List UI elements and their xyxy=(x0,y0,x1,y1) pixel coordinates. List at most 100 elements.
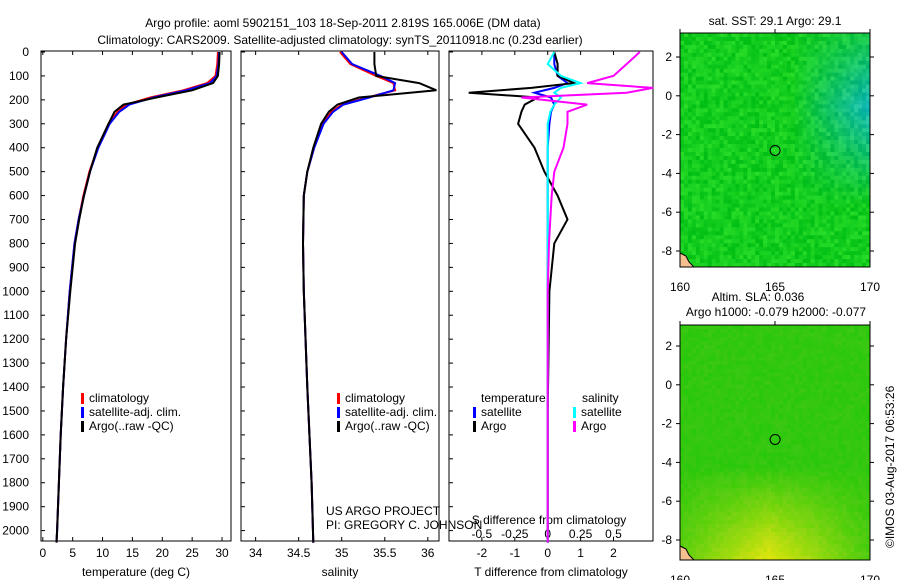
map-cell xyxy=(751,255,756,260)
map-cell xyxy=(862,448,867,453)
map-cell xyxy=(778,408,784,414)
map-cell xyxy=(854,360,859,366)
map-cell xyxy=(707,452,713,457)
map-cell xyxy=(763,444,768,449)
map-cell xyxy=(683,96,689,101)
map-cell xyxy=(739,151,744,157)
map-cell xyxy=(834,251,839,256)
map-cell xyxy=(703,404,709,410)
map-cell xyxy=(838,72,843,78)
map-cell xyxy=(767,468,772,473)
map-cell xyxy=(747,179,752,185)
map-cell xyxy=(691,480,697,485)
map-cell xyxy=(826,219,831,224)
map-cell xyxy=(838,96,843,101)
map-cell xyxy=(826,171,831,177)
map-cell xyxy=(786,348,792,354)
map-cell xyxy=(687,416,693,422)
map-cell xyxy=(810,444,816,449)
map-cell xyxy=(687,460,693,465)
map-cell xyxy=(703,251,709,256)
map-cell xyxy=(850,356,855,362)
map-cell xyxy=(703,420,709,426)
map-cell xyxy=(822,227,827,232)
map-cell xyxy=(691,231,697,236)
map-cell xyxy=(755,33,760,38)
map-cell xyxy=(759,80,764,86)
map-cell xyxy=(715,211,721,216)
map-cell xyxy=(790,191,796,197)
map-cell xyxy=(790,60,796,66)
map-cell xyxy=(755,219,760,224)
map-cell xyxy=(751,100,756,105)
map-cell xyxy=(767,235,772,240)
map-cell xyxy=(778,400,784,406)
map-cell xyxy=(842,368,847,374)
map-cell xyxy=(838,175,843,181)
map-cell xyxy=(771,215,776,220)
map-cell xyxy=(735,108,740,113)
map-cell xyxy=(680,140,685,145)
map-cell xyxy=(680,360,685,366)
map-cell xyxy=(735,416,740,422)
map-cell xyxy=(826,325,831,330)
map-cell xyxy=(691,239,697,244)
map-cell xyxy=(794,480,800,485)
map-cell xyxy=(858,336,863,342)
map-cell xyxy=(691,336,697,342)
map-cell xyxy=(790,440,796,445)
map-cell xyxy=(846,259,851,264)
map-cell xyxy=(727,199,732,205)
map-cell xyxy=(822,356,827,362)
map-cell xyxy=(866,332,871,338)
map-cell xyxy=(731,88,736,93)
map-cell xyxy=(735,325,740,330)
map-cell xyxy=(786,140,792,145)
map-cell xyxy=(771,263,776,268)
series-line-argo xyxy=(55,51,221,543)
map-cell xyxy=(846,100,851,105)
map-cell xyxy=(826,195,831,201)
map-cell xyxy=(723,203,728,209)
map-cell xyxy=(846,64,851,70)
map-cell xyxy=(862,368,867,374)
map-cell xyxy=(814,420,820,426)
map-cell xyxy=(763,476,768,481)
map-cell xyxy=(711,348,717,354)
map-cell xyxy=(850,444,855,449)
map-cell xyxy=(707,400,713,406)
map-cell xyxy=(838,356,843,362)
map-cell xyxy=(822,368,827,374)
map-cell xyxy=(850,344,855,350)
map-cell xyxy=(810,84,816,90)
map-cell xyxy=(775,476,780,481)
map-cell xyxy=(727,163,732,169)
map-cell xyxy=(858,128,863,133)
map-cell xyxy=(747,247,752,252)
legend-swatch xyxy=(81,407,84,418)
map-cell xyxy=(680,84,685,90)
map-cell xyxy=(786,80,792,86)
map-cell xyxy=(723,183,728,189)
map-cell xyxy=(715,203,721,209)
map-cell xyxy=(846,452,851,457)
map-cell xyxy=(755,211,760,216)
map-cell xyxy=(778,68,784,74)
map-cell xyxy=(727,52,732,58)
map-cell xyxy=(814,227,820,232)
map-cell xyxy=(810,108,816,113)
map-cell xyxy=(838,211,843,216)
map-cell xyxy=(695,187,701,193)
map-cell xyxy=(778,132,784,137)
lat-tick-label: -4 xyxy=(661,166,672,180)
map-cell xyxy=(699,33,705,38)
x-tick-label: 0 xyxy=(544,546,551,560)
map-cell xyxy=(810,440,816,445)
map-cell xyxy=(763,211,768,216)
map-cell xyxy=(854,195,859,201)
map-cell xyxy=(739,352,744,358)
map-cell xyxy=(822,116,827,121)
map-cell xyxy=(707,44,713,50)
map-cell xyxy=(715,476,721,481)
map-cell xyxy=(759,148,764,153)
